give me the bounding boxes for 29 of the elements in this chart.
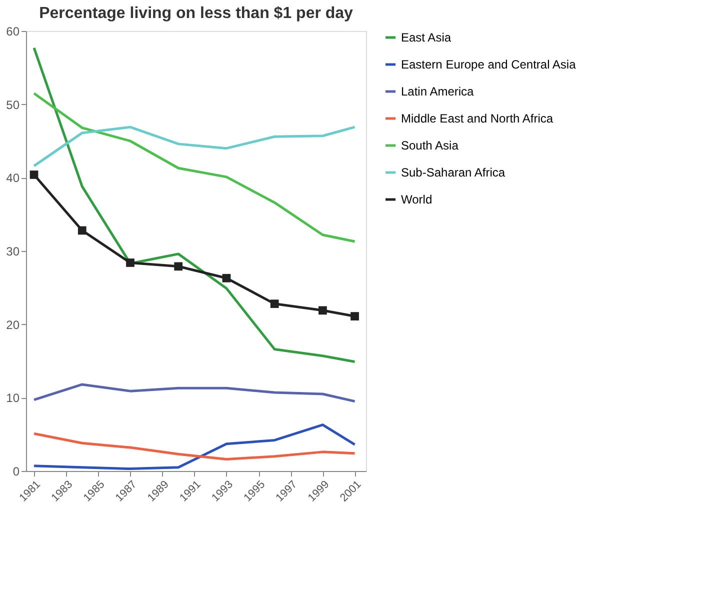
point — [222, 274, 231, 282]
line-series — [32, 126, 356, 168]
y-tick-label: 60 — [6, 24, 20, 38]
point — [126, 258, 134, 267]
legend-label: Latin America — [401, 84, 474, 98]
point — [174, 262, 183, 271]
point — [270, 300, 279, 308]
point — [350, 312, 359, 320]
y-tick-label: 20 — [6, 318, 20, 332]
chart-title: Percentage living on less than $1 per day — [39, 5, 354, 22]
legend-label: World — [401, 192, 432, 206]
legend-label: Sub-Saharan Africa — [401, 166, 506, 180]
point — [30, 170, 38, 179]
y-tick-label: 50 — [6, 98, 20, 112]
line-series — [32, 46, 356, 363]
y-tick-label: 10 — [6, 391, 20, 406]
line-series — [32, 424, 356, 470]
legend-label: Eastern Europe and Central Asia — [401, 58, 576, 72]
y-tick-label: 0 — [12, 464, 20, 478]
legend-label: East Asia — [401, 30, 452, 44]
legend-label: Middle East and North Africa — [401, 112, 554, 126]
point — [318, 306, 327, 315]
y-tick-label: 30 — [6, 244, 20, 258]
point — [78, 226, 86, 235]
legend-label: South Asia — [401, 138, 459, 152]
line-series — [32, 432, 356, 461]
line-series — [32, 383, 356, 403]
line-series — [32, 92, 356, 243]
y-tick-label: 40 — [6, 171, 20, 186]
